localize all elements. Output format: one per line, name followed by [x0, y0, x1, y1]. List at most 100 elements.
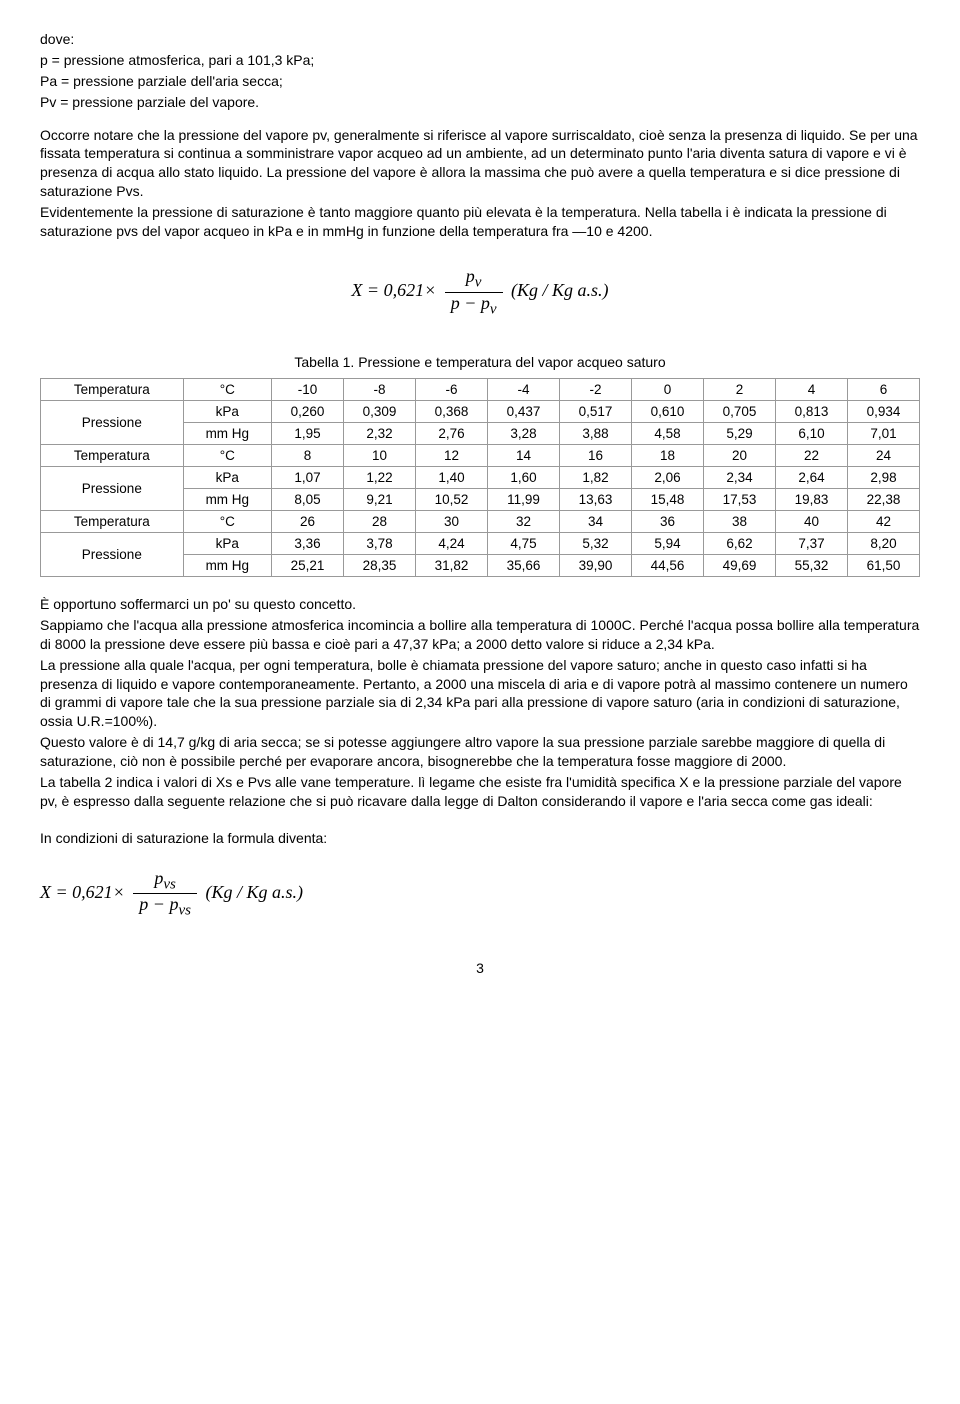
table-row: Pressione kPa 1,07 1,22 1,40 1,60 1,82 2…	[41, 466, 920, 488]
paragraph-5: La pressione alla quale l'acqua, per ogn…	[40, 656, 920, 732]
cell: 0,813	[775, 400, 847, 422]
cell: -8	[343, 378, 415, 400]
cell: 39,90	[559, 554, 631, 576]
unit-mmhg: mm Hg	[183, 554, 271, 576]
formula-2: X = 0,621× pvs p − pvs (Kg / Kg a.s.)	[40, 868, 920, 920]
cell: 3,36	[271, 532, 343, 554]
cell: 35,66	[487, 554, 559, 576]
cell: 2,34	[703, 466, 775, 488]
formula2-rhs: (Kg / Kg a.s.)	[205, 882, 303, 902]
paragraph-3: È opportuno soffermarci un po' su questo…	[40, 595, 920, 614]
row-label-temp: Temperatura	[41, 444, 184, 466]
cell: 6,62	[703, 532, 775, 554]
cell: 31,82	[415, 554, 487, 576]
cell: 3,88	[559, 422, 631, 444]
cell: 55,32	[775, 554, 847, 576]
paragraph-2: Evidentemente la pressione di saturazion…	[40, 203, 920, 241]
cell: 4,58	[631, 422, 703, 444]
cell: 1,82	[559, 466, 631, 488]
cell: 0,437	[487, 400, 559, 422]
def-p: p = pressione atmosferica, pari a 101,3 …	[40, 51, 920, 70]
table-row: Pressione kPa 0,260 0,309 0,368 0,437 0,…	[41, 400, 920, 422]
cell: 8	[271, 444, 343, 466]
cell: 0,309	[343, 400, 415, 422]
cell: 0,934	[847, 400, 919, 422]
row-label-press: Pressione	[41, 466, 184, 510]
cell: 0,610	[631, 400, 703, 422]
cell: 24	[847, 444, 919, 466]
cell: 30	[415, 510, 487, 532]
cell: 0	[631, 378, 703, 400]
cell: 14	[487, 444, 559, 466]
cell: 1,40	[415, 466, 487, 488]
defs-intro: dove:	[40, 30, 920, 49]
table-row: Temperatura °C -10 -8 -6 -4 -2 0 2 4 6	[41, 378, 920, 400]
cell: 0,517	[559, 400, 631, 422]
paragraph-1: Occorre notare che la pressione del vapo…	[40, 126, 920, 202]
row-label-temp: Temperatura	[41, 510, 184, 532]
cell: 2,06	[631, 466, 703, 488]
table-row: Temperatura °C 26 28 30 32 34 36 38 40 4…	[41, 510, 920, 532]
cell: 5,32	[559, 532, 631, 554]
cell: 2,98	[847, 466, 919, 488]
cell: 7,37	[775, 532, 847, 554]
cell: 40	[775, 510, 847, 532]
cell: -6	[415, 378, 487, 400]
unit-kpa: kPa	[183, 466, 271, 488]
cell: 44,56	[631, 554, 703, 576]
cell: 10	[343, 444, 415, 466]
cell: 36	[631, 510, 703, 532]
cell: 5,29	[703, 422, 775, 444]
cell: 0,705	[703, 400, 775, 422]
cell: 3,78	[343, 532, 415, 554]
cell: 15,48	[631, 488, 703, 510]
paragraph-4: Sappiamo che l'acqua alla pressione atmo…	[40, 616, 920, 654]
unit-degc: °C	[183, 444, 271, 466]
cell: 12	[415, 444, 487, 466]
row-label-press: Pressione	[41, 400, 184, 444]
unit-kpa: kPa	[183, 400, 271, 422]
cell: 49,69	[703, 554, 775, 576]
cell: 1,07	[271, 466, 343, 488]
cell: 5,94	[631, 532, 703, 554]
formula2-den-sub: vs	[178, 903, 191, 919]
cell: 7,01	[847, 422, 919, 444]
formula1-num: p	[466, 266, 475, 286]
cell: 22,38	[847, 488, 919, 510]
cell: 6,10	[775, 422, 847, 444]
cell: 28,35	[343, 554, 415, 576]
cell: 32	[487, 510, 559, 532]
cell: 11,99	[487, 488, 559, 510]
formula2-den: p − p	[139, 894, 178, 914]
table-row: Temperatura °C 8 10 12 14 16 18 20 22 24	[41, 444, 920, 466]
cell: 4,75	[487, 532, 559, 554]
paragraph-8: In condizioni di saturazione la formula …	[40, 829, 920, 848]
row-label-press: Pressione	[41, 532, 184, 576]
def-pv: Pv = pressione parziale del vapore.	[40, 93, 920, 112]
cell: 34	[559, 510, 631, 532]
cell: 2,64	[775, 466, 847, 488]
cell: 0,260	[271, 400, 343, 422]
cell: 1,22	[343, 466, 415, 488]
cell: 18	[631, 444, 703, 466]
cell: 9,21	[343, 488, 415, 510]
table-row: Pressione kPa 3,36 3,78 4,24 4,75 5,32 5…	[41, 532, 920, 554]
row-label-temp: Temperatura	[41, 378, 184, 400]
unit-mmhg: mm Hg	[183, 422, 271, 444]
cell: 3,28	[487, 422, 559, 444]
unit-degc: °C	[183, 510, 271, 532]
formula2-num-sub: vs	[163, 876, 176, 892]
formula1-lhs: X = 0,621×	[351, 280, 436, 300]
cell: 16	[559, 444, 631, 466]
definitions-block: dove: p = pressione atmosferica, pari a …	[40, 30, 920, 112]
cell: 42	[847, 510, 919, 532]
cell: 17,53	[703, 488, 775, 510]
paragraph-6: Questo valore è di 14,7 g/kg di aria sec…	[40, 733, 920, 771]
cell: 25,21	[271, 554, 343, 576]
table-caption: Tabella 1. Pressione e temperatura del v…	[40, 353, 920, 372]
cell: 4	[775, 378, 847, 400]
cell: 26	[271, 510, 343, 532]
cell: 8,05	[271, 488, 343, 510]
cell: 13,63	[559, 488, 631, 510]
cell: 8,20	[847, 532, 919, 554]
